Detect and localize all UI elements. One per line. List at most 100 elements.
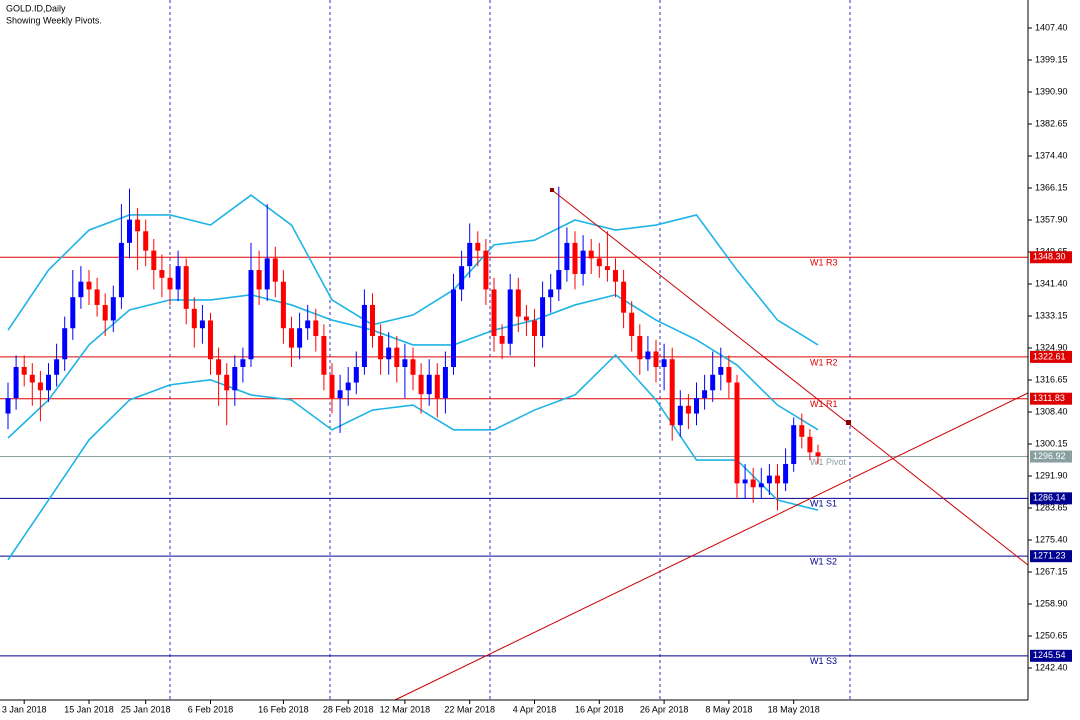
candle-body <box>135 219 141 232</box>
candle-body <box>507 289 513 344</box>
candle-body <box>645 351 651 360</box>
pivot-name: W1 R3 <box>810 258 838 268</box>
price-label: 1271.23 <box>1033 551 1066 561</box>
candle-body <box>21 367 27 375</box>
x-tick-label: 3 Jan 2018 <box>2 704 47 714</box>
price-label: 1296.92 <box>1033 451 1066 461</box>
candle-body <box>734 382 740 484</box>
pivot-name: W1 Pivot <box>810 457 847 467</box>
separators <box>169 0 851 700</box>
x-tick-label: 6 Feb 2018 <box>188 704 234 714</box>
candle-body <box>127 219 132 243</box>
candle-body <box>361 304 367 368</box>
price-label: 1245.54 <box>1033 650 1066 660</box>
candle-body <box>532 320 537 336</box>
candle-body <box>540 297 546 336</box>
candles <box>5 186 821 511</box>
candle-body <box>321 335 327 375</box>
pivot-name: W1 R2 <box>810 357 838 367</box>
y-tick-label: 1283.65 <box>1035 502 1068 512</box>
candle-body <box>54 359 60 375</box>
candle-body <box>677 405 683 426</box>
candle-body <box>718 367 724 375</box>
candle-body <box>572 242 578 274</box>
price-label: 1286.14 <box>1033 493 1066 503</box>
trend-line <box>551 189 1029 566</box>
candle-body <box>5 398 11 414</box>
price-box <box>1030 649 1072 662</box>
x-tick-label: 22 Mar 2018 <box>444 704 495 714</box>
y-tick-label: 1374.40 <box>1035 150 1068 160</box>
x-tick-label: 15 Jan 2018 <box>64 704 114 714</box>
candle-body <box>669 359 675 426</box>
candle-body <box>199 320 205 329</box>
anchor <box>550 188 554 192</box>
axis-labels: 1407.40 1399.15 1390.90 1382.65 1374.40 1366.… <box>2 22 1068 714</box>
candle-body <box>370 304 375 336</box>
candle-body <box>191 308 197 329</box>
candle-body <box>272 258 278 282</box>
chart-subtitle: Showing Weekly Pivots. <box>6 15 102 25</box>
candle-body <box>13 367 19 399</box>
candle-body <box>37 382 43 391</box>
price-box <box>1030 450 1072 463</box>
candle-body <box>637 335 643 360</box>
y-tick-label: 1250.65 <box>1035 630 1068 640</box>
x-tick-label: 25 Jan 2018 <box>121 704 171 714</box>
candle-body <box>305 320 311 329</box>
price-box <box>1030 251 1072 264</box>
candle-body <box>564 242 570 271</box>
candle-body <box>451 289 456 368</box>
candle-body <box>329 374 335 399</box>
candle-body <box>110 297 116 321</box>
price-label: 1311.83 <box>1033 393 1065 403</box>
candle-body <box>515 289 521 317</box>
candle-body <box>151 250 157 271</box>
candle-body <box>232 367 238 391</box>
y-tick-label: 1300.15 <box>1035 438 1068 448</box>
candle-body <box>799 425 805 437</box>
candle-body <box>410 359 416 375</box>
candle-body <box>742 479 748 484</box>
candle-body <box>159 270 165 278</box>
x-tick-label: 8 May 2018 <box>705 704 752 714</box>
candle-body <box>86 281 92 290</box>
candle-body <box>29 374 35 383</box>
candle-body <box>143 231 149 251</box>
candle-body <box>702 390 708 399</box>
y-tick-label: 1267.15 <box>1035 566 1068 576</box>
price-box <box>1030 350 1072 363</box>
y-tick-label: 1275.40 <box>1035 534 1068 544</box>
candle-body <box>402 359 408 368</box>
candle-body <box>710 374 716 391</box>
candle-body <box>766 475 772 484</box>
candle-body <box>62 328 68 360</box>
y-tick-label: 1357.90 <box>1035 214 1068 224</box>
anchor <box>846 420 851 425</box>
candle-body <box>807 436 813 453</box>
candle-body <box>183 266 189 309</box>
candle-body <box>280 281 286 329</box>
y-tick-label: 1291.90 <box>1035 470 1068 480</box>
candle-body <box>394 347 400 368</box>
candle-body <box>775 475 780 484</box>
candle-body <box>726 367 732 383</box>
y-tick-label: 1382.65 <box>1035 118 1068 128</box>
price-label: 1322.61 <box>1033 351 1066 361</box>
trend-lines <box>394 188 1029 701</box>
candle-body <box>653 351 659 368</box>
x-tick-label: 18 May 2018 <box>768 704 820 714</box>
y-tick-label: 1324.90 <box>1035 342 1068 352</box>
candle-body <box>523 316 529 321</box>
band-line <box>7 294 819 439</box>
trend-line <box>394 392 1029 701</box>
candle-body <box>815 452 821 457</box>
price-box <box>1030 392 1072 405</box>
candle-body <box>94 289 100 305</box>
candle-body <box>313 320 319 336</box>
candle-body <box>102 304 108 321</box>
candle-body <box>604 266 610 271</box>
candle-body <box>442 367 448 399</box>
bands <box>7 194 819 561</box>
